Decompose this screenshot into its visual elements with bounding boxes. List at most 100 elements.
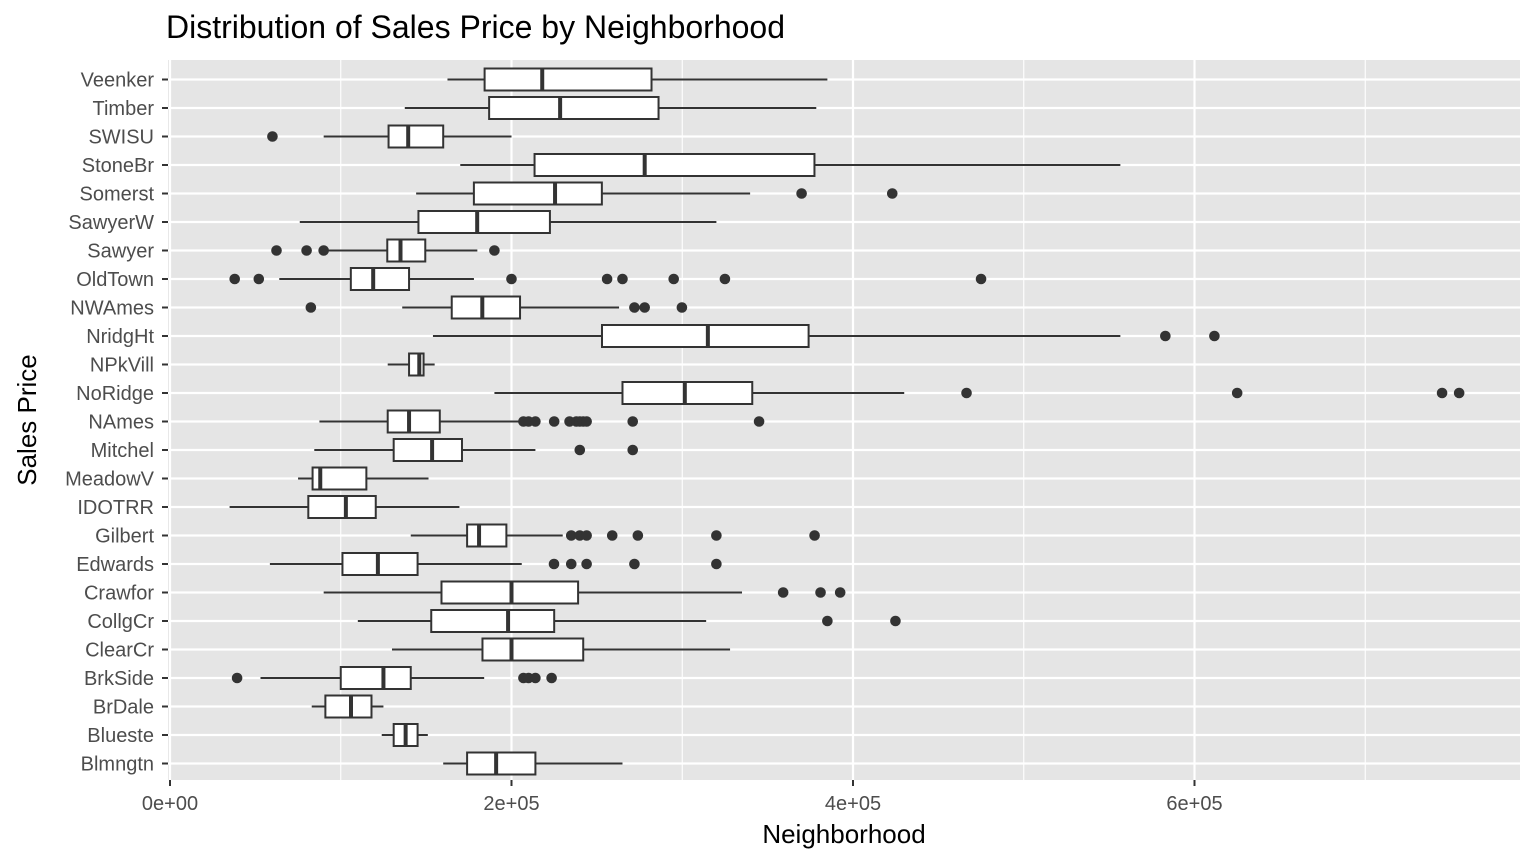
- outlier-point: [796, 188, 807, 199]
- outlier-point: [305, 302, 317, 313]
- outlier-point: [617, 273, 628, 285]
- iqr-box: [339, 666, 412, 690]
- box-brkside: [231, 666, 557, 690]
- outlier-point: [834, 587, 846, 598]
- y-tick-label: Crawfor: [84, 583, 154, 605]
- outlier-point: [581, 416, 592, 427]
- box-edwards: [269, 552, 722, 576]
- box-sawyerw: [299, 210, 717, 234]
- x-axis: 0e+00 2e+05 4e+05 6e+05: [142, 780, 1223, 815]
- outlier-point: [822, 615, 833, 627]
- y-tick-label: Blueste: [87, 725, 154, 747]
- outlier-point: [581, 558, 592, 570]
- outlier-point: [1160, 330, 1171, 342]
- y-tick-label: BrDale: [93, 697, 154, 719]
- box-veenker: [447, 67, 828, 92]
- box-timber: [404, 96, 817, 120]
- outlier-point: [975, 273, 987, 285]
- outlier-point: [668, 273, 680, 285]
- y-tick-label: Sawyer: [87, 241, 154, 263]
- grid-lines: [168, 60, 1520, 780]
- box-oldtown: [229, 267, 987, 291]
- outlier-point: [506, 273, 517, 285]
- box-clearcr: [391, 637, 731, 662]
- iqr-box: [349, 267, 411, 291]
- y-tick-label: Gilbert: [95, 526, 154, 548]
- y-tick-label: MeadowV: [65, 469, 155, 491]
- iqr-box: [533, 153, 816, 177]
- y-tick-label: Blmngtn: [81, 754, 154, 776]
- box-sawyer: [271, 238, 500, 263]
- outlier-point: [301, 245, 312, 256]
- x-axis-title: Neighborhood: [762, 819, 925, 849]
- box-noridge: [494, 381, 1465, 405]
- iqr-box: [481, 637, 585, 662]
- outlier-point: [581, 530, 592, 541]
- y-tick-label: NoRidge: [76, 383, 154, 405]
- outlier-point: [253, 273, 265, 285]
- iqr-box: [600, 324, 810, 348]
- outlier-point: [711, 530, 722, 541]
- box-brdale: [311, 694, 384, 719]
- outlier-point: [809, 530, 820, 541]
- iqr-box: [386, 238, 427, 263]
- outlier-point: [318, 245, 329, 256]
- box-nridght: [432, 324, 1220, 348]
- outlier-point: [1436, 387, 1448, 399]
- iqr-box: [621, 381, 754, 405]
- y-tick-label: IDOTRR: [77, 497, 154, 519]
- outlier-point: [632, 530, 644, 541]
- y-axis: Veenker Timber SWISU StoneBr Somerst SawyerW S…: [65, 70, 168, 776]
- outlier-point: [719, 273, 731, 285]
- box-blueste: [381, 723, 428, 747]
- iqr-box: [341, 552, 419, 576]
- chart-title: Distribution of Sales Price by Neighborh…: [166, 9, 785, 45]
- y-tick-label: Mitchel: [91, 440, 154, 462]
- iqr-box: [430, 609, 556, 633]
- y-tick-label: NAmes: [88, 412, 154, 434]
- box-crawfor: [323, 580, 846, 605]
- outlier-point: [1209, 330, 1220, 342]
- y-tick-label: Somerst: [80, 184, 155, 206]
- x-tick-label: 0e+00: [142, 793, 198, 815]
- y-tick-label: NPkVill: [90, 355, 154, 377]
- box-npkvill: [387, 352, 435, 377]
- y-tick-label: SWISU: [88, 127, 154, 149]
- outlier-point: [1453, 387, 1465, 399]
- x-tick-label: 4e+05: [825, 793, 881, 815]
- y-tick-label: StoneBr: [82, 155, 155, 177]
- boxes: [229, 67, 1465, 776]
- box-idotrr: [229, 495, 460, 519]
- outlier-point: [574, 444, 586, 456]
- iqr-box: [311, 466, 368, 491]
- iqr-box: [450, 295, 522, 320]
- outlier-point: [1231, 387, 1243, 399]
- iqr-box: [386, 409, 441, 434]
- y-tick-label: BrkSide: [84, 668, 154, 690]
- outlier-point: [629, 302, 640, 313]
- y-tick-label: NridgHt: [86, 326, 154, 348]
- iqr-box: [387, 124, 445, 149]
- y-tick-label: NWAmes: [70, 298, 154, 320]
- y-tick-label: CollgCr: [87, 611, 154, 633]
- outlier-point: [267, 131, 278, 142]
- outlier-point: [777, 587, 789, 598]
- outlier-point: [271, 245, 282, 256]
- box-nwames: [305, 295, 688, 320]
- outlier-point: [676, 302, 688, 313]
- box-collgcr: [357, 609, 901, 633]
- y-tick-label: Timber: [93, 98, 155, 120]
- box-gilbert: [410, 523, 820, 548]
- y-tick-label: Edwards: [76, 554, 154, 576]
- y-tick-label: Veenker: [81, 70, 155, 92]
- outlier-point: [961, 387, 972, 399]
- iqr-box: [392, 438, 463, 462]
- outlier-point: [886, 188, 898, 199]
- outlier-point: [548, 558, 560, 570]
- iqr-box: [472, 181, 603, 206]
- outlier-point: [229, 273, 241, 285]
- iqr-box: [408, 352, 425, 377]
- box-somerst: [416, 181, 898, 206]
- outlier-point: [815, 587, 826, 598]
